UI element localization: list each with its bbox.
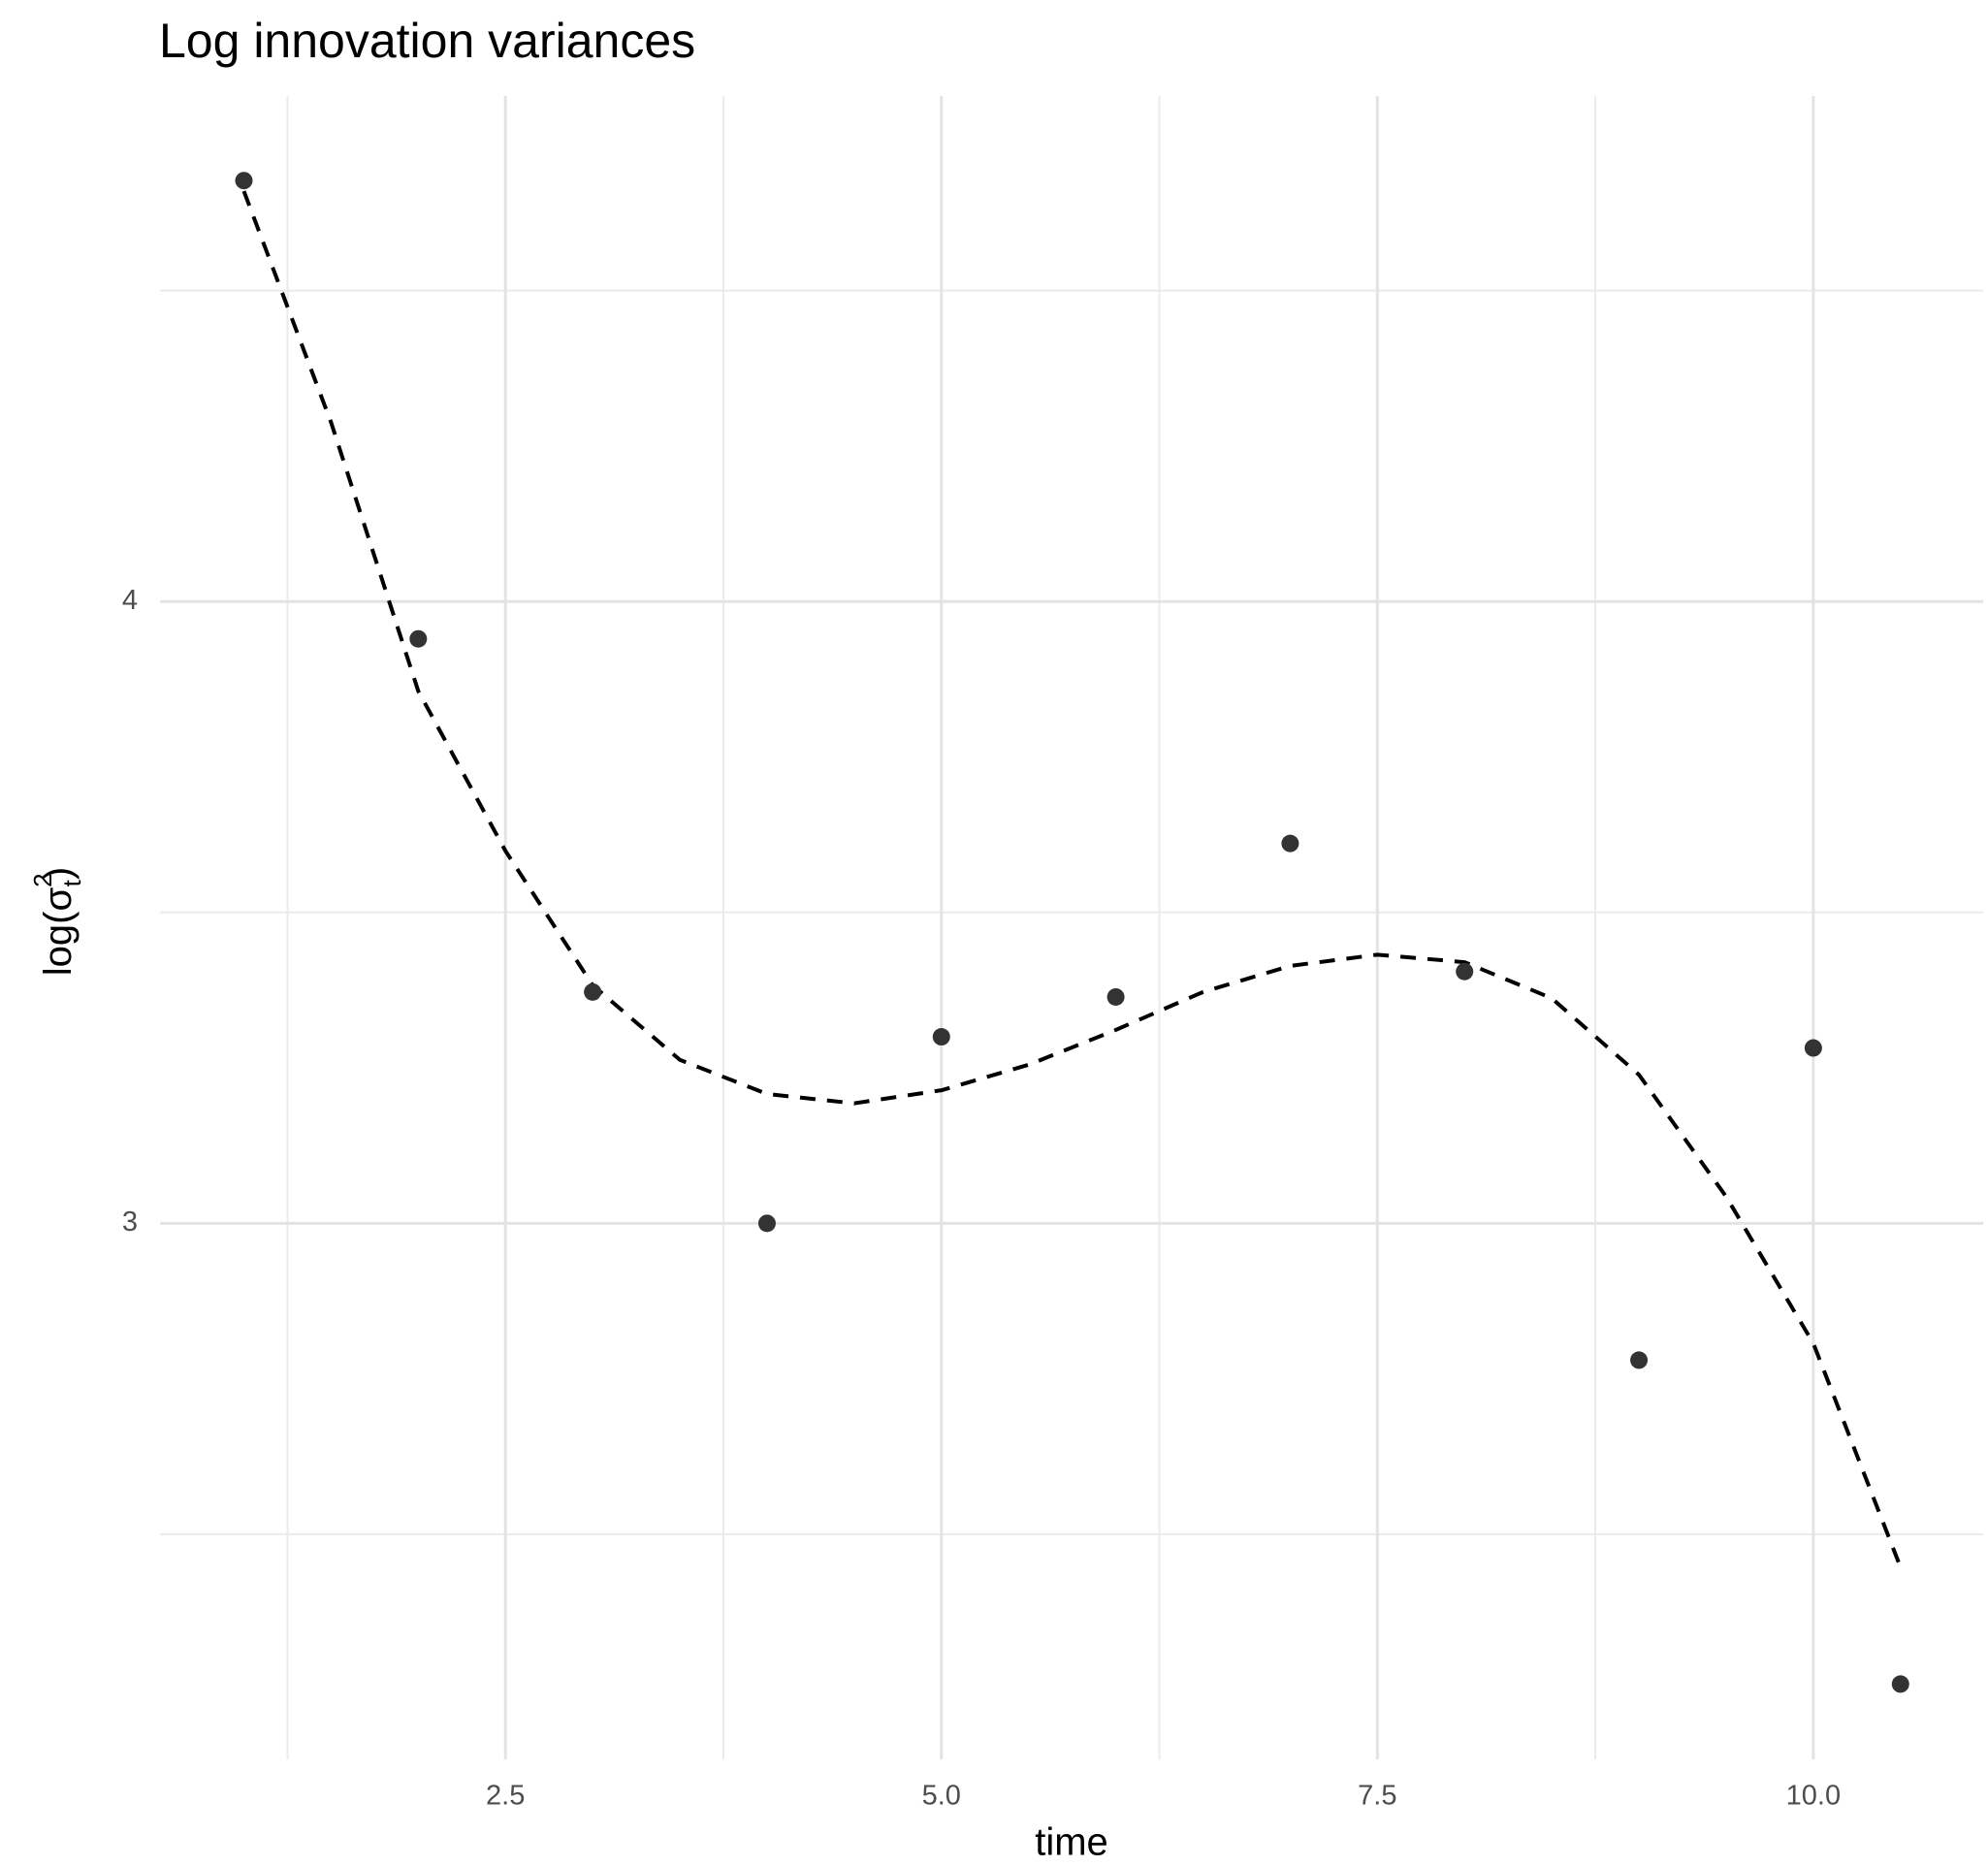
x-tick-label: 5.0	[922, 1781, 961, 1812]
y-axis-title-suffix: )	[37, 867, 80, 880]
y-tick-label: 4	[122, 585, 138, 616]
x-tick-label: 7.5	[1358, 1781, 1396, 1812]
point	[1456, 962, 1474, 981]
y-tick-label: 3	[122, 1206, 138, 1238]
point	[932, 1028, 950, 1046]
point	[584, 982, 602, 1001]
x-tick-label: 2.5	[486, 1781, 525, 1812]
point	[1804, 1039, 1822, 1057]
point	[409, 629, 428, 648]
x-axis-title: time	[1035, 1821, 1108, 1864]
y-axis-title-superscript: 2	[28, 873, 57, 886]
y-axis-title: log(σ2t)	[28, 867, 86, 976]
point	[1891, 1675, 1909, 1693]
point	[1630, 1351, 1649, 1369]
x-tick-label: 10.0	[1786, 1781, 1841, 1812]
y-axis-title-subscript: t	[57, 879, 86, 886]
point	[235, 172, 253, 190]
y-axis-title-prefix: log(σ	[37, 887, 80, 977]
point	[1281, 834, 1299, 853]
point	[757, 1214, 776, 1233]
fit-line	[241, 190, 1903, 1568]
point	[1106, 987, 1125, 1006]
chart-title: Log innovation variances	[159, 14, 695, 68]
